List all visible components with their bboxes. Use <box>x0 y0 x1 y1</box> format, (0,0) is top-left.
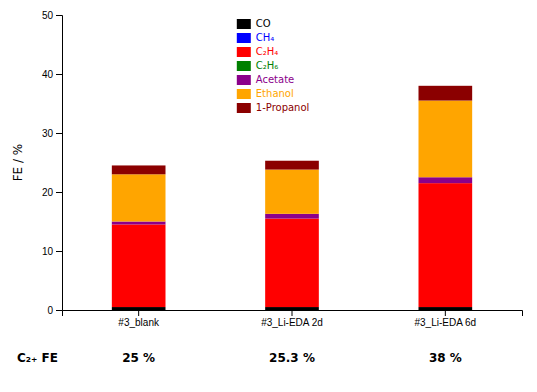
axis-line <box>56 16 63 311</box>
series <box>112 101 472 222</box>
tick: #3_Li-EDA 2d <box>261 310 323 328</box>
bars <box>112 86 472 310</box>
bar-segment <box>112 222 166 225</box>
bar-segment <box>419 177 473 183</box>
legend-label: Acetate <box>256 74 294 85</box>
legend-label: C₂H₄ <box>256 46 279 57</box>
bar-segment <box>419 183 473 307</box>
legend-item: CH₄ <box>237 32 275 43</box>
annotation: 38 % <box>429 351 462 365</box>
tick-mark <box>56 15 62 16</box>
bar-segment <box>112 165 166 174</box>
legend-swatch <box>237 89 251 99</box>
annotation: C₂₊ FE <box>17 351 58 365</box>
tick-mark <box>56 310 62 311</box>
series <box>112 307 472 310</box>
tick: #3_Li-EDA 6d <box>414 310 476 328</box>
tick-label: 20 <box>42 187 54 198</box>
legend-item: Ethanol <box>237 88 294 99</box>
legend-swatch <box>237 61 251 71</box>
bar-segment <box>112 174 166 221</box>
bar-segment <box>265 170 319 214</box>
tick-mark <box>56 133 62 134</box>
legend-label: CO <box>256 18 271 29</box>
bar-segment <box>265 219 319 307</box>
tick: 0 <box>47 305 62 316</box>
tick-label: 30 <box>42 128 54 139</box>
bar-segment <box>419 86 473 101</box>
annotation: 25 % <box>122 351 155 365</box>
legend-item: C₂H₄ <box>237 46 279 57</box>
chart: #3_blank #3_Li-EDA 2d #3_Li-EDA 6d 0 10 20 30 4… <box>0 0 537 392</box>
bar-segment <box>112 224 166 307</box>
legend-swatch <box>237 19 251 29</box>
tick-label: #3_Li-EDA 6d <box>414 317 476 328</box>
tick-mark <box>445 310 446 316</box>
tick: #3_blank <box>118 310 160 328</box>
tick-mark <box>56 192 62 193</box>
series <box>112 86 472 175</box>
legend-swatch <box>237 47 251 57</box>
x-axis: #3_blank #3_Li-EDA 2d #3_Li-EDA 6d <box>63 310 523 328</box>
legend-swatch <box>237 103 251 113</box>
tick-label: 10 <box>42 246 54 257</box>
tick: 30 <box>42 128 62 139</box>
legend-item: C₂H₆ <box>237 60 279 71</box>
tick-mark <box>56 251 62 252</box>
bar-segment <box>265 214 319 219</box>
tick-label: #3_Li-EDA 2d <box>261 317 323 328</box>
tick-mark <box>138 310 139 316</box>
legend-label: Ethanol <box>256 88 294 99</box>
bar-segment <box>112 307 166 310</box>
tick: 20 <box>42 187 62 198</box>
tick-label: 40 <box>42 69 54 80</box>
tick: 50 <box>42 10 62 21</box>
axis-line <box>63 311 523 317</box>
tick-label: 0 <box>47 305 53 316</box>
legend-swatch <box>237 33 251 43</box>
legend-label: C₂H₆ <box>256 60 279 71</box>
tick-mark <box>56 74 62 75</box>
plot: #3_blank #3_Li-EDA 2d #3_Li-EDA 6d 0 10 20 30 4… <box>42 10 523 328</box>
legend-item: CO <box>237 18 271 29</box>
legend: CO CH₄ C₂H₄ C₂H₆ Acetate Ethanol 1-Propanol <box>237 18 310 113</box>
bar-segment <box>265 307 319 310</box>
legend-label: CH₄ <box>256 32 275 43</box>
tick-mark <box>292 310 293 316</box>
tick-label: 50 <box>42 10 54 21</box>
tick-label: #3_blank <box>118 317 160 328</box>
bar-segment <box>419 101 473 178</box>
legend-item: 1-Propanol <box>237 102 310 113</box>
y-axis-title: FE / % <box>11 144 25 182</box>
y-axis: 0 10 20 30 40 50 <box>42 10 63 316</box>
bar-segment <box>265 161 319 170</box>
legend-item: Acetate <box>237 74 294 85</box>
legend-swatch <box>237 75 251 85</box>
annotation: 25.3 % <box>269 351 315 365</box>
bar-segment <box>419 307 473 310</box>
tick: 10 <box>42 246 62 257</box>
tick: 40 <box>42 69 62 80</box>
legend-label: 1-Propanol <box>256 102 310 113</box>
